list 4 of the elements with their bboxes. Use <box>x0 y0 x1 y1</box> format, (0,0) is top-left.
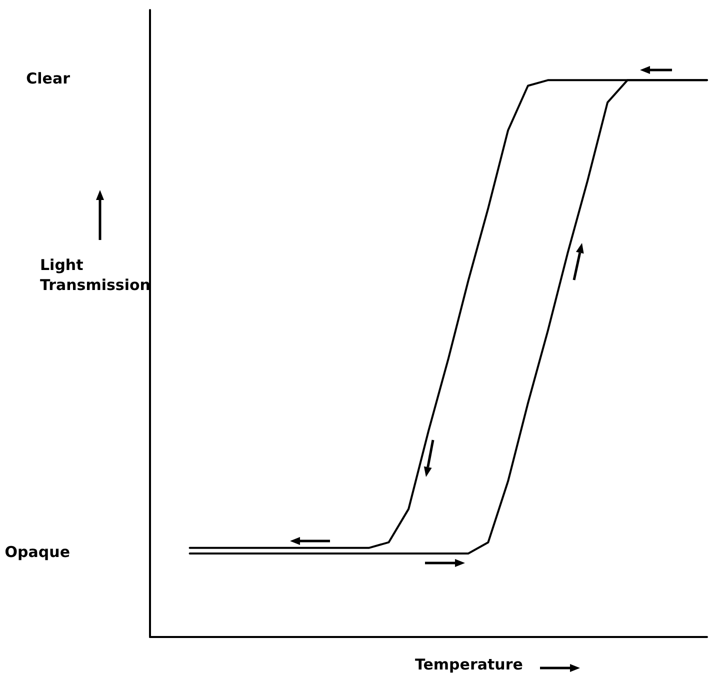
x-axis-title: Temperature <box>415 656 523 674</box>
text: Clear <box>26 70 71 88</box>
text: Opaque <box>4 542 70 561</box>
y-axis-title: Light Transmission <box>40 256 150 294</box>
